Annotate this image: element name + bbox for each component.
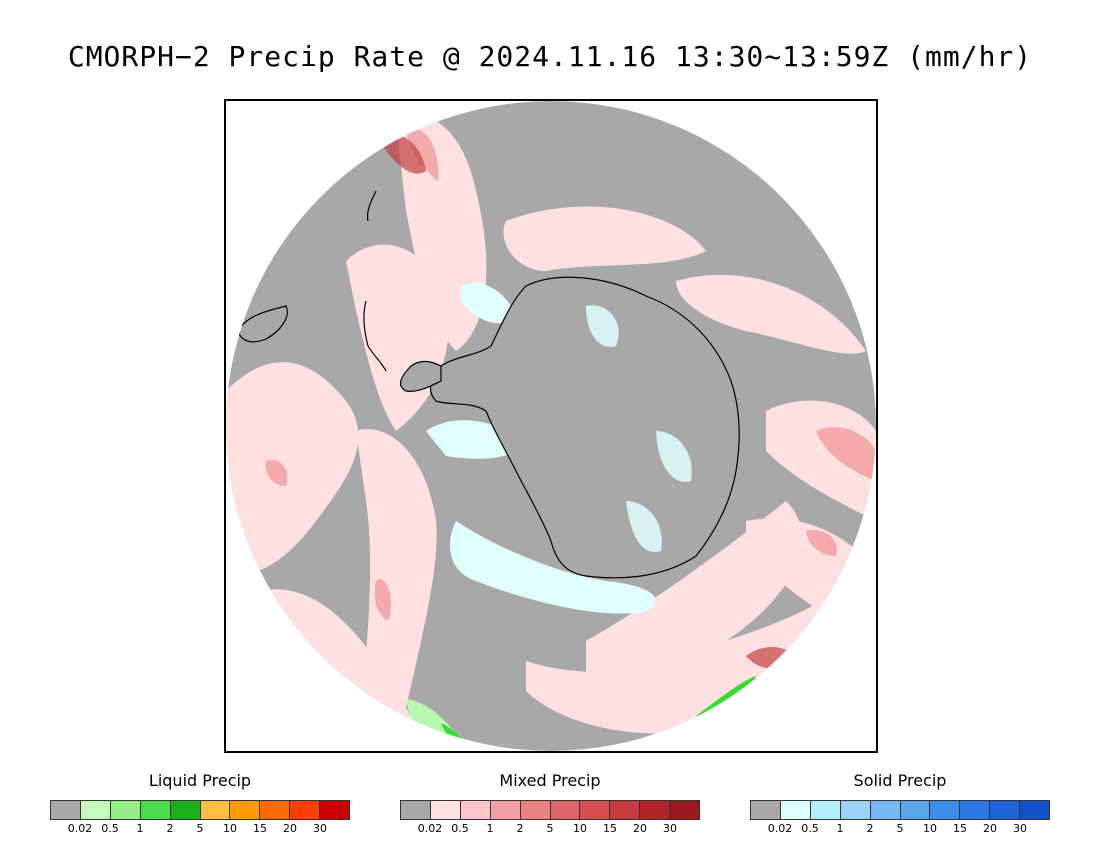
legend-swatch <box>810 801 841 819</box>
legend-tick-label: 0.02 <box>767 822 793 835</box>
coastline-fragment <box>237 305 288 343</box>
legend-tick-label: 30 <box>313 822 327 835</box>
legend-tick-label: 15 <box>953 822 967 835</box>
mixed-precip-cell <box>265 460 288 486</box>
legend-tick-label: 2 <box>866 822 874 835</box>
mixed-precip-band <box>503 206 706 271</box>
legend-swatch <box>960 801 991 819</box>
legend-tick-label: 2 <box>166 822 174 835</box>
legend-mixed: Mixed Precip 0.02 0.5 1 2 5 10 15 20 30 <box>400 770 700 836</box>
legend-tick-label: 10 <box>223 822 237 835</box>
legend-tick-label: 5 <box>196 822 204 835</box>
legend-solid: Solid Precip 0.02 0.5 1 2 5 10 15 20 30 <box>750 770 1050 836</box>
legend-liquid: Liquid Precip 0.02 0.5 1 2 5 10 15 20 30 <box>50 770 350 836</box>
legend-swatch <box>930 801 961 819</box>
legend-tick-label: 0.02 <box>417 822 443 835</box>
legend-swatch <box>140 801 171 819</box>
legend-tick-label: 5 <box>546 822 554 835</box>
legend-swatch <box>751 801 781 819</box>
legend-tick-label: 1 <box>136 822 144 835</box>
legend-tick-label: 20 <box>283 822 297 835</box>
legend-ticks: 0.02 0.5 1 2 5 10 15 20 30 <box>50 822 350 836</box>
solid-precip-area <box>450 521 656 614</box>
legend-swatch <box>290 801 321 819</box>
solid-precip-area <box>626 501 662 552</box>
mixed-precip-band <box>226 362 359 574</box>
legend-tick-label: 0.5 <box>101 822 119 835</box>
mixed-precip-cell <box>374 579 391 621</box>
solid-precip-area <box>461 282 516 324</box>
legend-swatch <box>460 801 491 819</box>
legend-tick-label: 1 <box>486 822 494 835</box>
legend-swatch <box>1020 801 1050 819</box>
legend-swatch <box>490 801 521 819</box>
legend-tick-label: 30 <box>663 822 677 835</box>
legend-colorbar <box>750 800 1050 820</box>
legend-ticks: 0.02 0.5 1 2 5 10 15 20 30 <box>750 822 1050 836</box>
legend-title: Liquid Precip <box>148 771 252 790</box>
legend-swatch <box>870 801 901 819</box>
legend-swatch <box>550 801 581 819</box>
mixed-precip-cell <box>806 530 837 556</box>
legend-tick-label: 30 <box>1013 822 1027 835</box>
solid-precip-area <box>656 431 692 482</box>
legend-tick-label: 15 <box>253 822 267 835</box>
legend-tick-label: 0.5 <box>801 822 819 835</box>
legend-tick-label: 2 <box>516 822 524 835</box>
legend-swatch <box>430 801 461 819</box>
legend-swatch <box>990 801 1021 819</box>
legend-swatch <box>320 801 350 819</box>
legend-tick-label: 15 <box>603 822 617 835</box>
legend-swatch <box>580 801 611 819</box>
legend-tick-label: 0.02 <box>67 822 93 835</box>
legend-swatch <box>80 801 111 819</box>
mixed-precip-cell <box>406 129 439 181</box>
legend-swatch <box>670 801 700 819</box>
mixed-precip-band <box>586 501 803 684</box>
legend-swatch <box>640 801 671 819</box>
legend-swatch <box>51 801 81 819</box>
legend-tick-label: 20 <box>633 822 647 835</box>
legend-swatch <box>170 801 201 819</box>
legend-colorbar <box>400 800 700 820</box>
legend-swatch <box>900 801 931 819</box>
legend-title: Solid Precip <box>853 771 947 790</box>
legend-swatch <box>401 801 431 819</box>
legend-swatch <box>230 801 261 819</box>
mixed-precip-cell <box>816 427 876 481</box>
polar-map <box>224 99 878 753</box>
legend-title: Mixed Precip <box>499 771 601 790</box>
legend-tick-label: 10 <box>923 822 937 835</box>
page-title: CMORPH−2 Precip Rate @ 2024.11.16 13:30~… <box>67 40 1033 73</box>
mixed-precip-band <box>676 274 866 354</box>
legend-tick-label: 5 <box>896 822 904 835</box>
legend-tick-label: 10 <box>573 822 587 835</box>
legend-swatch <box>260 801 291 819</box>
legend-swatch <box>840 801 871 819</box>
antarctic-peninsula <box>399 360 442 392</box>
south-america-coast <box>363 190 387 372</box>
legend-tick-label: 1 <box>836 822 844 835</box>
legend-colorbar <box>50 800 350 820</box>
mixed-precip-band <box>356 429 437 751</box>
solid-precip-area <box>586 305 619 347</box>
legend-tick-label: 0.5 <box>451 822 469 835</box>
legend-swatch <box>610 801 641 819</box>
legend-swatch <box>200 801 231 819</box>
legend-swatch <box>780 801 811 819</box>
legend-ticks: 0.02 0.5 1 2 5 10 15 20 30 <box>400 822 700 836</box>
legend-swatch <box>520 801 551 819</box>
legend-swatch <box>110 801 141 819</box>
legend-tick-label: 20 <box>983 822 997 835</box>
